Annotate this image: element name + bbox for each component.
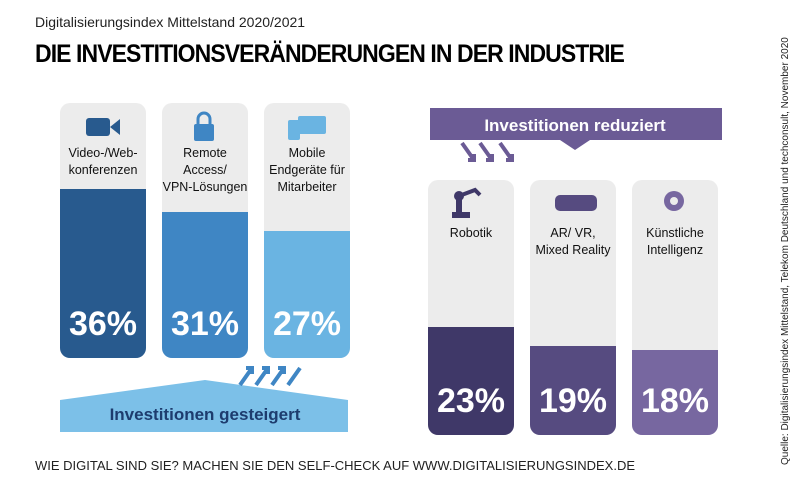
card: Remote Access/ VPN-Lösungen 31% <box>162 103 248 358</box>
category-label: Remote Access/ VPN-Lösungen <box>162 146 248 194</box>
card: AR/ VR, Mixed Reality 19% <box>530 180 616 435</box>
card: Video-/Web- konferenzen 36% <box>60 103 146 358</box>
banner-shape <box>430 108 722 150</box>
value-label: 18% <box>640 382 710 420</box>
subtitle: Digitalisierungsindex Mittelstand 2020/2… <box>35 14 306 30</box>
source: Quelle: Digitalisierungsindex Mittelstan… <box>780 37 791 465</box>
bar: 23% <box>428 326 514 435</box>
arrows <box>238 366 302 387</box>
card: Robotik 23% <box>428 180 514 435</box>
arrows <box>460 141 514 162</box>
category-label: Mobile Endgeräte für Mitarbeiter <box>269 146 345 194</box>
value-label: 31% <box>170 305 240 343</box>
bar: 19% <box>530 345 616 435</box>
footer: WIE DIGITAL SIND SIE? MACHEN SIE DEN SEL… <box>35 458 636 473</box>
category-label: AR/ VR, Mixed Reality <box>535 226 611 257</box>
value-label: 23% <box>436 382 506 420</box>
banner-shape <box>60 380 348 432</box>
value-label: 27% <box>272 305 342 343</box>
value-label: 19% <box>538 382 608 420</box>
value-label: 36% <box>68 305 138 343</box>
category-label: Robotik <box>449 226 493 240</box>
banner-text: Investitionen reduziert <box>484 116 666 135</box>
banner-text: Investitionen gesteigert <box>110 405 301 424</box>
category-label: Künstliche Intelligenz <box>646 226 704 257</box>
card: Mobile Endgeräte für Mitarbeiter 27% <box>264 103 350 358</box>
bar: 36% <box>60 188 146 358</box>
bar: 27% <box>264 231 350 358</box>
category-label: Video-/Web- konferenzen <box>68 146 138 177</box>
bar: 31% <box>162 212 248 358</box>
card: Künstliche Intelligenz 18% <box>632 180 718 435</box>
bar: 18% <box>632 350 718 435</box>
title: DIE INVESTITIONSVERÄNDERUNGEN IN DER IND… <box>35 40 625 68</box>
